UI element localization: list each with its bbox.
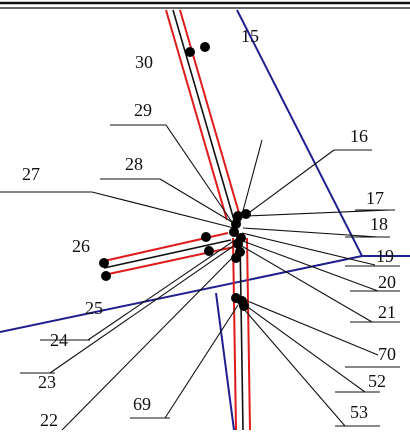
boundary-line-right — [236, 9, 363, 257]
conductor-upper-black — [172, 9, 235, 221]
label-25: 25 — [85, 298, 103, 318]
leader-line-19 — [241, 232, 376, 266]
label-24: 24 — [50, 330, 68, 350]
label-30: 30 — [135, 52, 153, 72]
label-underlines — [20, 149, 400, 427]
boundary-lines — [0, 9, 410, 431]
label-70: 70 — [378, 344, 396, 364]
leader-line-17 — [245, 209, 391, 217]
label-69: 69 — [133, 394, 151, 414]
node — [241, 209, 251, 219]
label-17: 17 — [366, 188, 384, 208]
label-29: 29 — [134, 100, 152, 120]
label-53: 53 — [350, 402, 368, 422]
text-labels: 15 30 29 16 28 27 17 18 26 19 20 25 21 2… — [22, 26, 396, 430]
leader-line-27 — [91, 191, 235, 229]
node — [99, 258, 109, 268]
conductor-upper-red-a — [165, 9, 228, 221]
node — [231, 219, 241, 229]
node — [233, 211, 243, 221]
leader-line-22 — [61, 251, 239, 431]
leader-line-28 — [159, 178, 233, 223]
leader-lines — [0, 124, 391, 431]
node — [200, 42, 210, 52]
node — [101, 271, 111, 281]
conductor-left-red-b — [103, 246, 235, 276]
label-28: 28 — [125, 154, 143, 174]
leader-line-21 — [239, 244, 373, 323]
node — [231, 253, 241, 263]
label-26: 26 — [72, 236, 90, 256]
boundary-line-lower — [0, 255, 363, 333]
leader-line-23 — [49, 242, 239, 374]
conductor-left-black — [103, 239, 232, 269]
label-20: 20 — [378, 272, 396, 292]
label-16: 16 — [350, 126, 368, 146]
conductor-down-black — [239, 237, 244, 431]
label-15: 15 — [241, 26, 259, 46]
label-18: 18 — [370, 214, 388, 234]
boundary-line-south — [215, 292, 235, 431]
leader-line-53 — [242, 307, 346, 427]
node — [204, 246, 214, 256]
leader-line-69 — [164, 304, 239, 419]
label-23: 23 — [38, 372, 56, 392]
node — [201, 232, 211, 242]
conductor-down-red-a — [232, 237, 237, 431]
node — [185, 47, 195, 57]
leader-line-18 — [242, 227, 379, 238]
leader-line-20 — [239, 239, 379, 292]
label-19: 19 — [376, 246, 394, 266]
leader-line-29b — [165, 124, 233, 223]
node — [239, 301, 249, 311]
leader-line-52 — [244, 304, 366, 393]
node — [229, 227, 239, 237]
label-21: 21 — [378, 302, 396, 322]
conductor-upper-red-b — [179, 9, 242, 221]
nodes — [99, 42, 251, 311]
leader-line-29 — [239, 139, 263, 223]
leader-line-24 — [87, 237, 239, 341]
node — [233, 239, 243, 249]
label-22: 22 — [40, 410, 58, 430]
label-27: 27 — [22, 164, 40, 184]
leader-line-70 — [244, 299, 379, 356]
label-52: 52 — [368, 371, 386, 391]
leader-line-16 — [245, 149, 335, 216]
conductor-down-red-b — [246, 237, 251, 431]
